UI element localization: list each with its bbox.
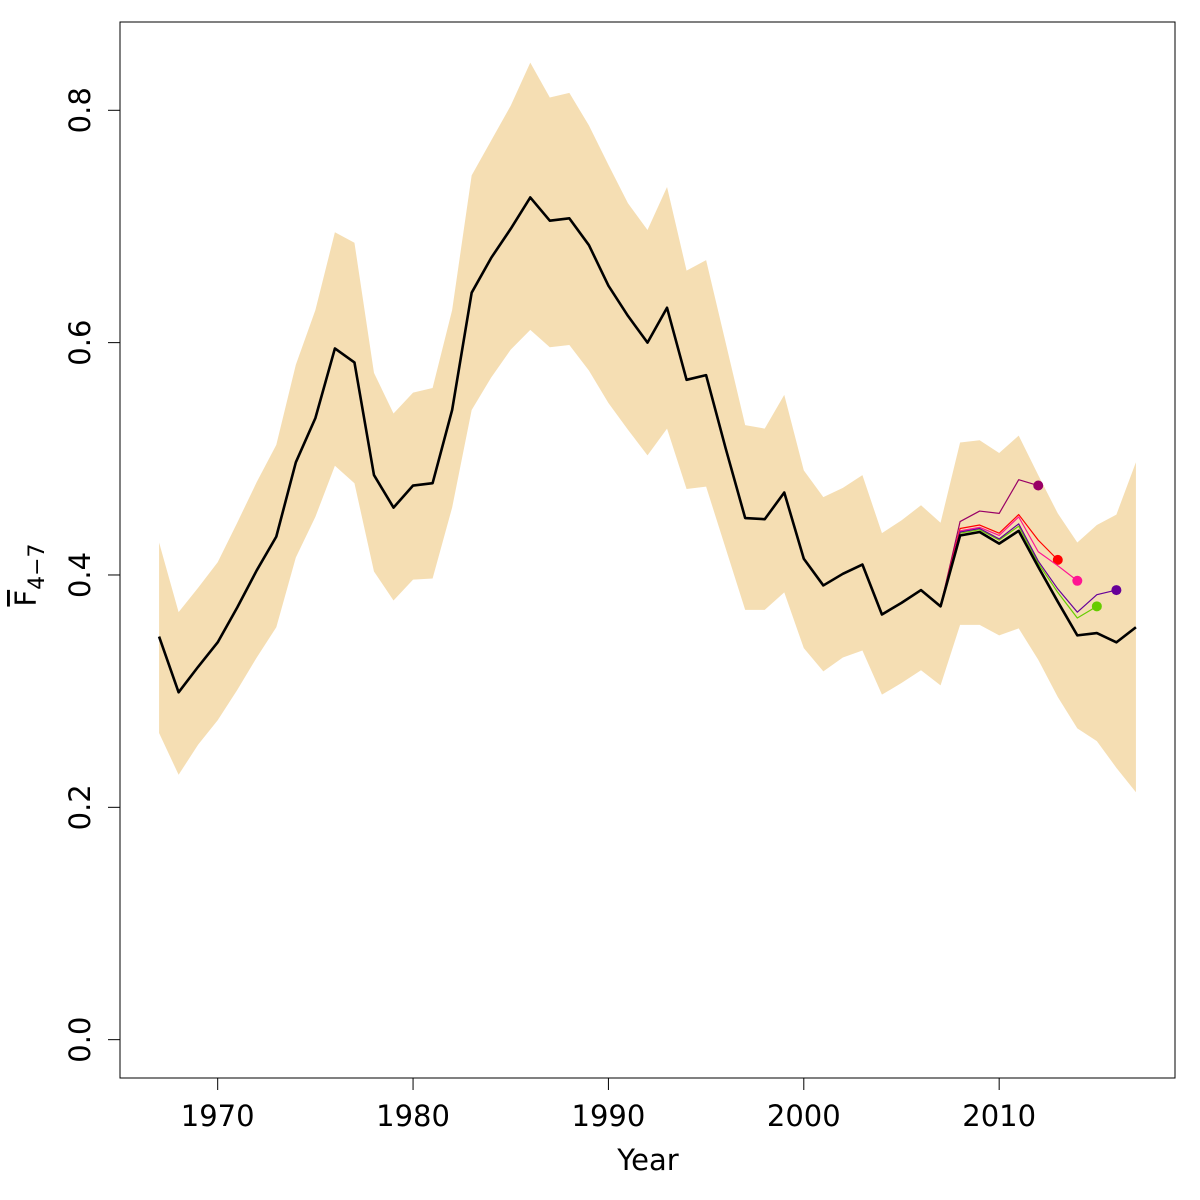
series-line <box>939 523 1117 613</box>
endpoint-marker <box>1052 554 1063 565</box>
axis-box <box>119 21 1176 1079</box>
y-tick-label: 0.8 <box>63 87 97 133</box>
series-line <box>939 525 1098 619</box>
y-tick-label: 0.6 <box>63 320 97 366</box>
x-tick-label: 2000 <box>767 1099 841 1133</box>
y-axis-label-main: F <box>9 590 43 607</box>
y-tick-label: 0.2 <box>63 784 97 830</box>
x-tick-label: 1970 <box>181 1099 255 1133</box>
y-axis-label-sub: 4−7 <box>25 543 50 589</box>
x-tick-label: 1980 <box>376 1099 450 1133</box>
series-line <box>939 479 1039 607</box>
confidence-band <box>159 62 1136 793</box>
endpoint-marker <box>1111 585 1122 596</box>
y-axis-label: F4−7 <box>9 543 50 606</box>
series-line <box>939 513 1059 606</box>
x-tick-label: 1990 <box>572 1099 646 1133</box>
plot-area <box>157 62 1137 793</box>
series-line <box>157 196 1137 694</box>
endpoint-marker <box>1072 575 1083 586</box>
x-axis-label: Year <box>616 1143 678 1177</box>
endpoint-marker <box>1091 601 1102 612</box>
endpoint-marker <box>1033 480 1044 491</box>
series-line <box>939 516 1078 606</box>
x-tick-label: 2010 <box>962 1099 1036 1133</box>
y-tick-label: 0.4 <box>63 552 97 598</box>
y-tick-label: 0.0 <box>63 1017 97 1063</box>
